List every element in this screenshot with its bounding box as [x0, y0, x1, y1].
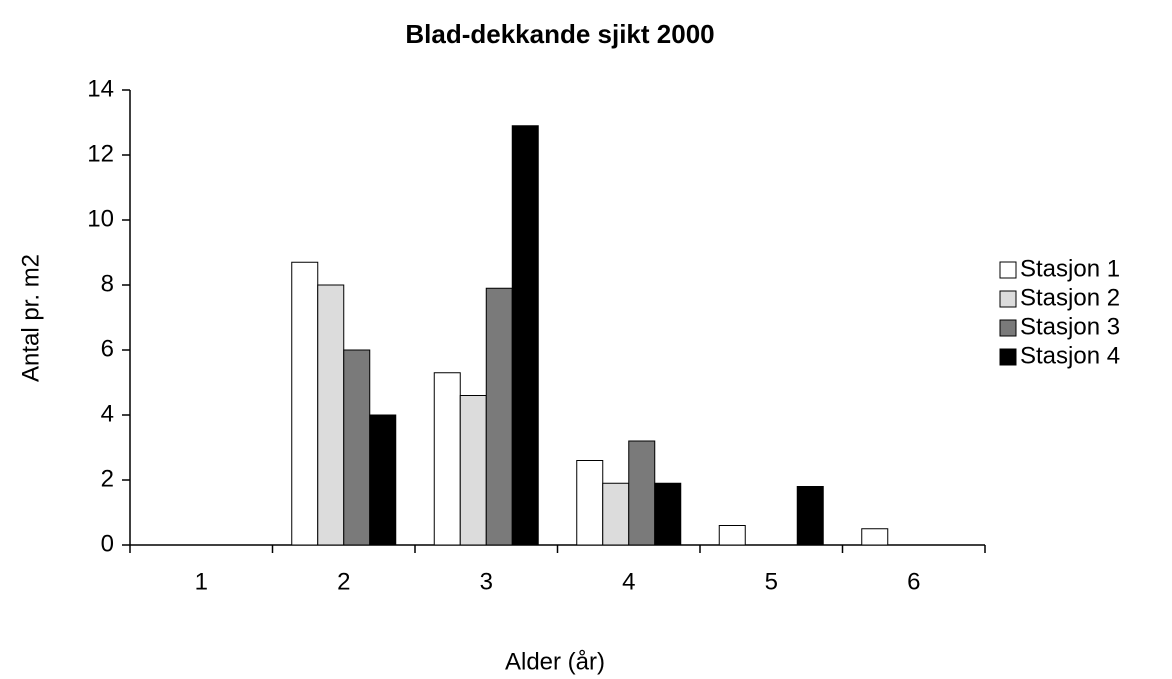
bar: [576, 460, 604, 546]
legend-swatch: [999, 319, 1017, 337]
legend-label: Stasjon 3: [1020, 313, 1120, 340]
legend-label: Stasjon 4: [1020, 342, 1120, 369]
bar: [485, 287, 513, 546]
bar: [796, 486, 824, 546]
y-axis-label: Antal pr. m2: [17, 254, 44, 382]
x-tick-label: 1: [195, 568, 208, 595]
y-tick-label: 4: [101, 400, 114, 427]
x-tick-label: 5: [765, 568, 778, 595]
y-tick-label: 0: [101, 530, 114, 557]
x-tick-label: 3: [480, 568, 493, 595]
bar: [369, 414, 397, 546]
bar: [628, 440, 656, 546]
legend-swatch: [999, 290, 1017, 308]
y-tick-label: 2: [101, 465, 114, 492]
x-axis-label: Alder (år): [505, 648, 605, 675]
bar: [291, 261, 319, 546]
y-tick-label: 6: [101, 335, 114, 362]
bar: [602, 482, 630, 546]
bar: [433, 372, 461, 546]
legend-label: Stasjon 1: [1020, 255, 1120, 282]
chart-title: Blad-dekkande sjikt 2000: [405, 19, 714, 49]
y-tick-label: 14: [87, 75, 114, 102]
legend-swatch: [999, 348, 1017, 366]
legend-label: Stasjon 2: [1020, 284, 1120, 311]
bar: [718, 525, 746, 546]
y-tick-label: 8: [101, 270, 114, 297]
y-tick-label: 12: [87, 140, 114, 167]
bar: [654, 482, 682, 546]
x-tick-label: 6: [907, 568, 920, 595]
bar: [317, 284, 345, 546]
bar: [511, 125, 539, 546]
y-tick-label: 10: [87, 205, 114, 232]
bar: [459, 395, 487, 546]
x-tick-label: 4: [622, 568, 635, 595]
bar: [343, 349, 371, 546]
x-tick-label: 2: [337, 568, 350, 595]
legend-swatch: [999, 261, 1017, 279]
bar: [861, 528, 889, 546]
